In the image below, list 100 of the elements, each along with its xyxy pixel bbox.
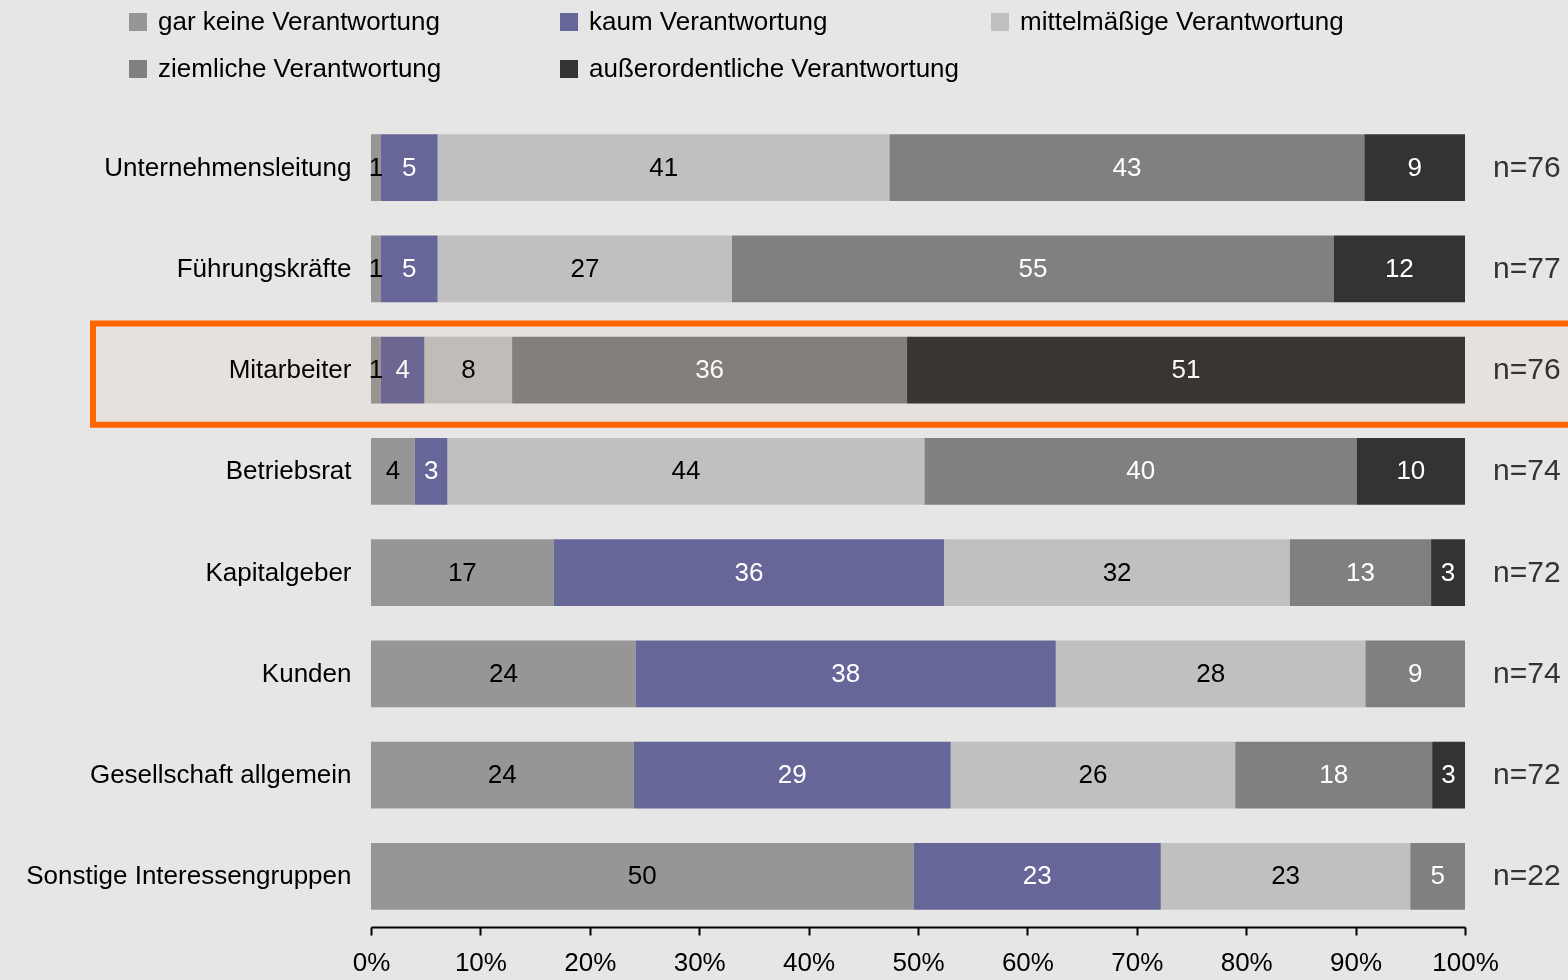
legend-label: kaum Verantwortung	[589, 6, 828, 36]
y-tick-label: Kapitalgeber	[205, 556, 352, 587]
data-label: 26	[1078, 759, 1108, 790]
y-tick-label: Mitarbeiter	[228, 354, 352, 385]
y-tick-label: Betriebsrat	[225, 455, 353, 486]
data-label: 13	[1346, 556, 1375, 587]
bar	[907, 336, 1465, 404]
bar	[424, 336, 513, 404]
legend-label: mittelmäßige Verantwortung	[1020, 6, 1344, 36]
bar	[950, 741, 1236, 809]
bar	[1289, 539, 1432, 607]
bar	[1055, 640, 1366, 708]
x-tick-label: 60%	[1001, 946, 1054, 977]
data-label: 32	[1102, 556, 1132, 587]
data-label: 41	[649, 151, 679, 182]
bar	[1410, 842, 1465, 910]
x-tick-label: 100%	[1432, 946, 1499, 977]
data-label: 5	[402, 151, 417, 182]
data-label: 1	[368, 151, 384, 182]
bar	[1235, 741, 1433, 809]
bar	[371, 437, 415, 505]
legend-label: ziemliche Verantwortung	[158, 53, 442, 83]
data-label: 23	[1022, 860, 1052, 891]
data-label: 3	[1441, 759, 1456, 790]
text: n=76	[1493, 149, 1561, 183]
y-tick-label: Gesellschaft allgemein	[89, 759, 352, 790]
bar	[732, 235, 1334, 303]
bar	[553, 539, 945, 607]
data-label: 9	[1407, 151, 1422, 182]
data-label: 43	[1112, 151, 1142, 182]
bar	[1160, 842, 1411, 910]
data-label: 8	[461, 354, 476, 385]
data-label: 4	[395, 354, 410, 385]
data-label: 1	[368, 252, 384, 283]
bar	[437, 134, 890, 202]
data-label: 44	[671, 455, 701, 486]
data-label: 51	[1171, 354, 1201, 385]
text: n=76	[1493, 352, 1561, 386]
data-label: 24	[487, 759, 517, 790]
data-label: 36	[695, 354, 725, 385]
data-label: 36	[734, 556, 764, 587]
data-label: 3	[423, 455, 439, 486]
legend-label: gar keine Verantwortung	[158, 6, 440, 36]
data-label: 9	[1407, 657, 1423, 688]
data-label: 5	[402, 252, 417, 283]
bar	[371, 741, 634, 809]
bar	[437, 235, 733, 303]
x-tick-label: 40%	[783, 946, 836, 977]
y-tick-label: Führungskräfte	[176, 252, 352, 283]
data-label: 17	[447, 556, 477, 587]
text: n=77	[1493, 250, 1561, 284]
bar	[889, 134, 1365, 202]
bar	[447, 437, 925, 505]
bar	[380, 336, 425, 404]
bar	[1365, 640, 1465, 708]
text: n=72	[1493, 757, 1561, 791]
x-tick-label: 50%	[892, 946, 945, 977]
bar	[380, 235, 438, 303]
bar	[512, 336, 908, 404]
text: n=72	[1493, 554, 1561, 588]
x-tick-label: 0%	[352, 946, 391, 977]
x-tick-label: 10%	[454, 946, 507, 977]
data-label: 50	[627, 860, 657, 891]
x-tick-label: 90%	[1330, 946, 1383, 977]
bar	[414, 437, 448, 505]
bar	[371, 640, 636, 708]
bar	[371, 842, 914, 910]
bar	[635, 640, 1056, 708]
bar	[1431, 539, 1465, 607]
bar	[371, 539, 554, 607]
data-label: 24	[488, 657, 518, 688]
bar	[1333, 235, 1465, 303]
data-label: 23	[1271, 860, 1301, 891]
data-label: 55	[1018, 252, 1048, 283]
legend-label: außerordentliche Verantwortung	[589, 53, 960, 83]
data-label: 5	[1430, 860, 1445, 891]
data-label: 4	[385, 455, 401, 486]
data-label: 1	[368, 354, 384, 385]
data-label: 12	[1384, 252, 1414, 283]
data-label: 38	[831, 657, 861, 688]
bar	[380, 134, 438, 202]
bar	[924, 437, 1357, 505]
x-tick-label: 30%	[673, 946, 726, 977]
data-label: 3	[1440, 556, 1456, 587]
bar	[1364, 134, 1465, 202]
y-tick-label: Kunden	[261, 657, 352, 688]
bar	[1356, 437, 1465, 505]
bar	[913, 842, 1161, 910]
data-label: 10	[1396, 455, 1426, 486]
bar	[633, 741, 951, 809]
x-tick-label: 80%	[1220, 946, 1273, 977]
data-label: 18	[1319, 759, 1349, 790]
text: n=22	[1493, 858, 1561, 892]
data-label: 28	[1196, 657, 1226, 688]
y-tick-label: Sonstige Interessengruppen	[26, 860, 352, 891]
data-label: 29	[777, 759, 807, 790]
text: n=74	[1493, 655, 1561, 689]
text: n=74	[1493, 453, 1561, 487]
bar	[944, 539, 1290, 607]
data-label: 27	[570, 252, 600, 283]
